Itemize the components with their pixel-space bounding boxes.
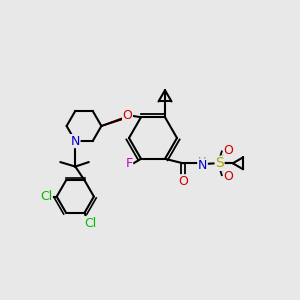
Text: N: N bbox=[70, 135, 80, 148]
Text: O: O bbox=[178, 175, 188, 188]
Text: Cl: Cl bbox=[40, 190, 52, 203]
Text: N: N bbox=[198, 159, 207, 172]
Text: F: F bbox=[125, 157, 133, 170]
Text: Cl: Cl bbox=[85, 217, 97, 230]
Text: O: O bbox=[224, 144, 233, 157]
Polygon shape bbox=[101, 115, 131, 126]
Text: H: H bbox=[198, 157, 207, 167]
Text: S: S bbox=[215, 156, 224, 170]
Text: O: O bbox=[123, 109, 132, 122]
Text: O: O bbox=[224, 170, 233, 183]
